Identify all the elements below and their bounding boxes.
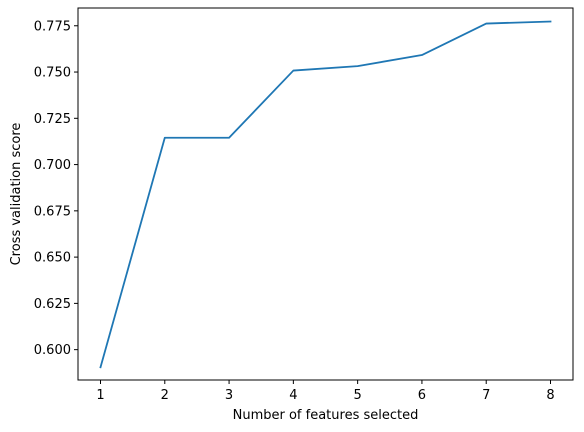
y-tick-label: 0.650 bbox=[34, 251, 71, 266]
y-tick-label: 0.775 bbox=[34, 19, 71, 34]
x-tick-label: 6 bbox=[418, 388, 426, 403]
series-line bbox=[99, 20, 552, 369]
x-tick-label: 3 bbox=[225, 388, 233, 403]
y-axis-label: Cross validation score bbox=[9, 123, 24, 266]
y-tick-label: 0.625 bbox=[34, 297, 71, 312]
y-tick-label: 0.600 bbox=[34, 343, 71, 358]
x-tick-label: 2 bbox=[161, 388, 169, 403]
axes-frame bbox=[77, 7, 574, 381]
y-tick-label: 0.675 bbox=[34, 204, 71, 219]
x-axis-label: Number of features selected bbox=[233, 408, 419, 423]
x-tick-label: 5 bbox=[354, 388, 362, 403]
y-tick-label: 0.700 bbox=[34, 158, 71, 173]
x-tick-label: 1 bbox=[96, 388, 104, 403]
x-axis-ticks: 1 2 3 4 5 6 7 8 bbox=[96, 380, 555, 403]
x-tick-label: 8 bbox=[546, 388, 554, 403]
y-tick-label: 0.750 bbox=[34, 66, 71, 81]
y-axis-ticks: 0.600 0.625 0.650 0.675 0.700 0.725 0.750 0.775 bbox=[34, 19, 78, 358]
x-tick-label: 7 bbox=[482, 388, 490, 403]
y-tick-label: 0.725 bbox=[34, 112, 71, 127]
plot-area bbox=[99, 20, 552, 369]
x-tick-label: 4 bbox=[289, 388, 297, 403]
